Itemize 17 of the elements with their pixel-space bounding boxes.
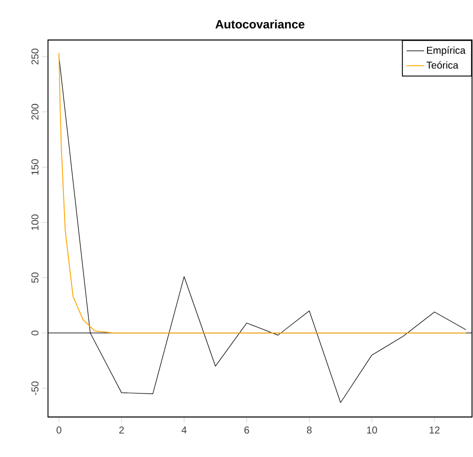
y-tick-label: 150 <box>31 159 38 175</box>
y-tick-label: 100 <box>31 214 38 230</box>
chart-title: Autocovariance <box>215 20 304 28</box>
x-tick-label: 12 <box>430 426 440 434</box>
x-tick-label: 6 <box>244 426 250 434</box>
x-tick-label: 0 <box>56 426 62 434</box>
y-tick-label: 250 <box>31 48 38 64</box>
y-tick-label: 50 <box>31 272 38 283</box>
y-tick-label: -50 <box>31 381 38 396</box>
y-tick-label: 200 <box>31 104 38 120</box>
x-tick-label: 10 <box>367 426 378 434</box>
x-tick-label: 8 <box>306 426 312 434</box>
y-tick-label: 0 <box>31 330 38 336</box>
x-tick-label: 2 <box>119 426 124 434</box>
legend-label: Teórica <box>426 61 458 69</box>
x-tick-label: 4 <box>182 426 187 434</box>
legend-label: Empírica <box>427 46 466 56</box>
